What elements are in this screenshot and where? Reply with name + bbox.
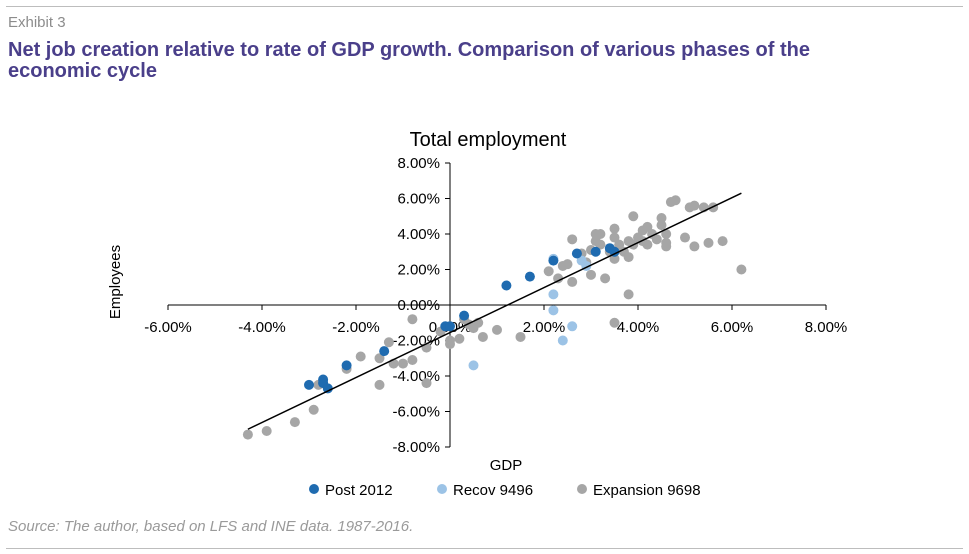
data-point [524, 271, 535, 282]
y-tick-label: 0.00% [397, 297, 440, 314]
data-point [590, 246, 601, 257]
chart-title: Total employment [410, 129, 567, 151]
x-tick-label: 6.00% [711, 319, 754, 336]
data-point [468, 360, 479, 371]
x-tick-label: -2.00% [332, 319, 380, 336]
data-point [355, 351, 366, 362]
data-point [553, 273, 564, 284]
x-tick-label: 2.00% [523, 319, 566, 336]
source-note: Source: The author, based on LFS and INE… [8, 518, 414, 535]
data-point [543, 266, 554, 277]
data-point [261, 426, 272, 437]
data-point [628, 211, 639, 222]
data-point [322, 383, 333, 394]
data-point [567, 276, 578, 287]
data-point [623, 252, 634, 263]
data-point [642, 221, 653, 232]
exhibit-label: Exhibit 3 [8, 14, 66, 31]
x-tick-label: 4.00% [617, 319, 660, 336]
data-point [656, 220, 667, 231]
data-point [567, 321, 578, 332]
x-tick-label: -4.00% [238, 319, 286, 336]
data-point [407, 314, 418, 325]
y-tick-label: 6.00% [397, 191, 440, 208]
trend-line [247, 192, 742, 430]
data-point [548, 289, 559, 300]
y-tick-label: -6.00% [392, 404, 440, 421]
legend-label: Post 2012 [325, 482, 393, 499]
data-point [651, 234, 662, 245]
axes: -6.00% -4.00% -2.00% 0.00% 2.00% 4.00% 6.00% 8.… [144, 155, 847, 456]
x-tick-label: -6.00% [144, 319, 192, 336]
data-point [661, 241, 672, 252]
data-point [595, 239, 606, 250]
data-point [477, 331, 488, 342]
data-point [454, 333, 465, 344]
data-point [421, 378, 432, 389]
y-tick-label: -4.00% [392, 368, 440, 385]
data-point [459, 310, 470, 321]
data-point [557, 335, 568, 346]
data-point [445, 335, 455, 346]
data-point [609, 223, 620, 234]
data-point [609, 253, 620, 264]
data-point [379, 346, 390, 357]
data-point [642, 239, 653, 250]
y-tick-label: -8.00% [392, 439, 440, 456]
legend-marker [309, 484, 319, 494]
data-point [398, 358, 408, 369]
data-point [670, 195, 681, 206]
y-tick-label: 2.00% [397, 262, 440, 279]
x-tick-label: 8.00% [805, 319, 848, 336]
top-rule [6, 6, 963, 7]
data-point [289, 417, 300, 428]
data-point [383, 337, 394, 348]
y-axis-label: Employees [107, 245, 124, 319]
data-point [445, 321, 455, 332]
data-point [736, 264, 747, 275]
data-point [308, 404, 319, 415]
legend-marker [577, 484, 587, 494]
data-point [717, 236, 728, 247]
data-point [586, 269, 596, 280]
legend-label: Recov 9496 [453, 482, 533, 499]
data-point [341, 360, 352, 371]
data-point [548, 255, 559, 266]
page-title: Net job creation relative to rate of GDP… [8, 39, 810, 82]
x-axis-label: GDP [490, 457, 523, 474]
data-point [703, 237, 714, 248]
y-tick-label: 8.00% [397, 155, 440, 172]
data-point [515, 331, 526, 342]
data-point [680, 232, 690, 243]
bottom-rule [6, 548, 963, 549]
legend-label: Expansion 9698 [593, 482, 701, 499]
legend-marker [437, 484, 447, 494]
data-point [501, 280, 512, 291]
data-point [567, 234, 578, 245]
data-point [562, 259, 573, 270]
data-point [661, 229, 672, 239]
data-point [407, 355, 418, 366]
data-point [242, 429, 253, 440]
y-tick-label: 4.00% [397, 226, 440, 243]
data-point [374, 353, 385, 364]
data-point [689, 200, 700, 211]
data-point [600, 273, 611, 284]
data-point [304, 379, 314, 390]
data-point [609, 317, 620, 328]
data-point [595, 229, 606, 239]
data-point [492, 324, 502, 335]
data-point [614, 239, 625, 250]
data-point [609, 232, 620, 243]
data-points [242, 195, 747, 440]
data-point [689, 241, 700, 252]
data-point [548, 305, 559, 316]
data-point [623, 289, 634, 300]
data-point [374, 379, 385, 390]
data-point [571, 248, 582, 259]
data-point [656, 213, 667, 224]
legend: Post 2012 Recov 9496 Expansion 9698 [309, 482, 701, 499]
